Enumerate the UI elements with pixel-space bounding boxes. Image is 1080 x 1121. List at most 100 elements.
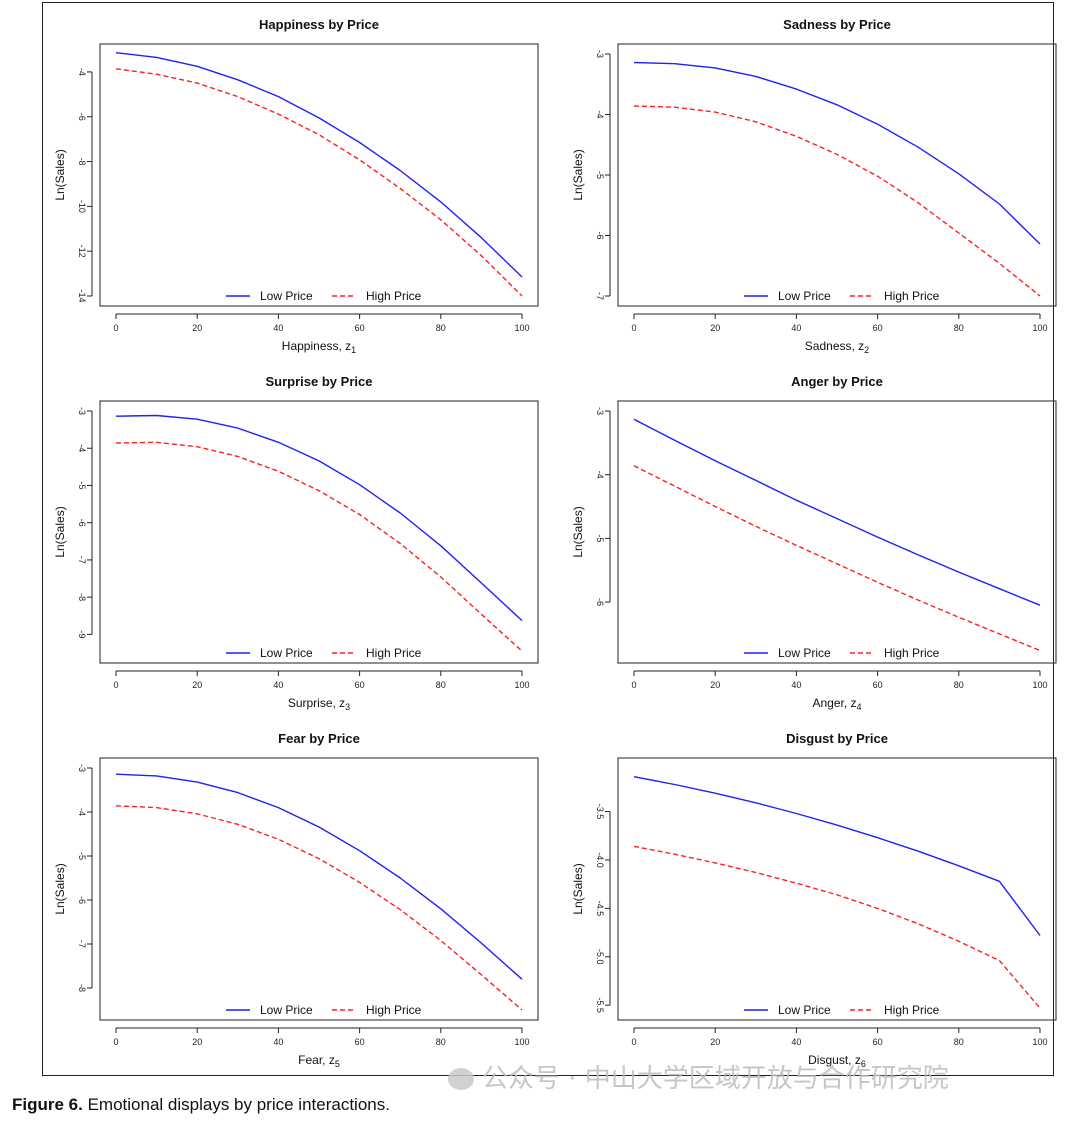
chart-panel: Surprise by Price 0 20 40 60 80 100 -3 -4 -5 -6 -7 -…: [52, 367, 572, 727]
series-line-low-price: [115, 52, 523, 278]
x-tick-label: 0: [631, 1037, 636, 1047]
chart-title: Fear by Price: [278, 731, 360, 746]
y-tick-label: -5: [595, 171, 605, 179]
y-tick-label: -3: [595, 407, 605, 415]
series-line-high-price: [115, 441, 523, 652]
y-tick-label: -5: [595, 534, 605, 542]
y-tick-label: -3.5: [595, 804, 605, 820]
y-tick-label: -6: [77, 896, 87, 904]
x-tick-label: 40: [273, 680, 283, 690]
x-tick-label: 80: [436, 1037, 446, 1047]
legend-label-low-price: Low Price: [260, 646, 313, 660]
x-axis-label-subscript: 6: [861, 1059, 866, 1069]
y-tick-label: -8: [77, 158, 87, 166]
chart-svg: Anger by Price 0 20 40 60 80 100 -3 -4 -5 -6 Anger,…: [571, 374, 1057, 712]
legend-label-low-price: Low Price: [260, 289, 313, 303]
y-tick-label: -4: [595, 471, 605, 479]
x-tick-label: 40: [791, 1037, 801, 1047]
x-tick-label: 0: [113, 680, 118, 690]
x-tick-label: 60: [355, 1037, 365, 1047]
chart-svg: Fear by Price 0 20 40 60 80 100 -3 -4 -5 -6 -7 -8 Fea…: [53, 731, 539, 1069]
x-tick-label: 60: [873, 1037, 883, 1047]
x-axis-label: Fear, z5: [298, 1053, 340, 1069]
y-tick-label: -6: [595, 598, 605, 606]
chart-title: Disgust by Price: [786, 731, 888, 746]
x-tick-label: 20: [710, 1037, 720, 1047]
y-tick-label: -4.5: [595, 901, 605, 917]
chart-svg: Sadness by Price 0 20 40 60 80 100 -3 -4 -5 -6 -7 Sa…: [571, 17, 1057, 355]
figure-frame: [42, 2, 1054, 1076]
series-line-low-price: [115, 773, 523, 980]
x-axis-label-subscript: 3: [345, 702, 350, 712]
chart-panel: Anger by Price 0 20 40 60 80 100 -3 -4 -5 -6 Anger,…: [570, 367, 1080, 727]
x-tick-label: 40: [791, 323, 801, 333]
x-tick-label: 80: [436, 680, 446, 690]
series-line-high-price: [633, 105, 1041, 297]
series-line-high-price: [115, 68, 523, 297]
chart-svg: Surprise by Price 0 20 40 60 80 100 -3 -4 -5 -6 -7 -…: [53, 374, 539, 712]
series-line-low-price: [115, 414, 523, 622]
y-tick-label: -7: [77, 940, 87, 948]
y-tick-label: -4: [77, 444, 87, 452]
y-tick-label: -5.0: [595, 949, 605, 965]
series-line-low-price: [633, 61, 1041, 245]
y-tick-label: -4: [77, 808, 87, 816]
x-tick-label: 100: [1032, 680, 1047, 690]
series-line-high-price: [633, 845, 1041, 1009]
legend-label-high-price: High Price: [884, 646, 940, 660]
x-tick-label: 80: [954, 323, 964, 333]
x-tick-label: 40: [791, 680, 801, 690]
y-tick-label: -5.5: [595, 997, 605, 1013]
plot-area: [617, 43, 1057, 307]
x-axis-label: Disgust, z6: [808, 1053, 866, 1069]
y-axis-label: Ln(Sales): [53, 149, 67, 200]
y-tick-label: -6: [77, 519, 87, 527]
y-tick-label: -3: [77, 407, 87, 415]
series-line-low-price: [633, 776, 1041, 936]
x-tick-label: 100: [1032, 1037, 1047, 1047]
y-tick-label: -4: [77, 68, 87, 76]
legend-label-high-price: High Price: [884, 289, 940, 303]
chart-svg: Happiness by Price 0 20 40 60 80 100 -4 -6 -8 -10 -…: [53, 17, 539, 355]
x-axis-label-subscript: 1: [351, 345, 356, 355]
y-tick-label: -3: [595, 50, 605, 58]
x-tick-label: 100: [514, 680, 529, 690]
x-axis-label-subscript: 2: [864, 345, 869, 355]
x-tick-label: 20: [192, 323, 202, 333]
plot-area: [99, 43, 539, 307]
x-axis-label: Sadness, z2: [805, 339, 869, 355]
plot-area: [99, 400, 539, 664]
chart-panel: Disgust by Price 0 20 40 60 80 100 -3.5 -4.0 -4.5…: [570, 724, 1080, 1084]
y-tick-label: -8: [77, 984, 87, 992]
x-tick-label: 20: [192, 1037, 202, 1047]
y-tick-label: -8: [77, 593, 87, 601]
y-axis-label: Ln(Sales): [571, 863, 585, 914]
x-axis-label-subscript: 5: [335, 1059, 340, 1069]
x-tick-label: 0: [631, 323, 636, 333]
chart-panel: Happiness by Price 0 20 40 60 80 100 -4 -6 -8 -10 -…: [52, 10, 572, 370]
x-tick-label: 100: [514, 323, 529, 333]
x-tick-label: 60: [873, 680, 883, 690]
caption-text: Emotional displays by price interactions…: [87, 1095, 390, 1114]
legend-label-low-price: Low Price: [778, 289, 831, 303]
legend-label-high-price: High Price: [366, 289, 422, 303]
x-tick-label: 100: [1032, 323, 1047, 333]
x-tick-label: 80: [954, 1037, 964, 1047]
chart-title: Surprise by Price: [266, 374, 373, 389]
x-tick-label: 60: [355, 680, 365, 690]
x-tick-label: 20: [710, 680, 720, 690]
y-tick-label: -7: [595, 292, 605, 300]
legend-label-low-price: Low Price: [260, 1003, 313, 1017]
y-tick-label: -12: [77, 245, 87, 258]
x-tick-label: 100: [514, 1037, 529, 1047]
x-tick-label: 20: [192, 680, 202, 690]
legend-label-high-price: High Price: [884, 1003, 940, 1017]
y-tick-label: -9: [77, 630, 87, 638]
y-tick-label: -3: [77, 764, 87, 772]
chart-title: Sadness by Price: [783, 17, 891, 32]
y-tick-label: -5: [77, 481, 87, 489]
figure-caption: Figure 6. Emotional displays by price in…: [12, 1095, 390, 1115]
plot-area: [617, 400, 1057, 664]
chart-title: Anger by Price: [791, 374, 883, 389]
legend-label-low-price: Low Price: [778, 646, 831, 660]
